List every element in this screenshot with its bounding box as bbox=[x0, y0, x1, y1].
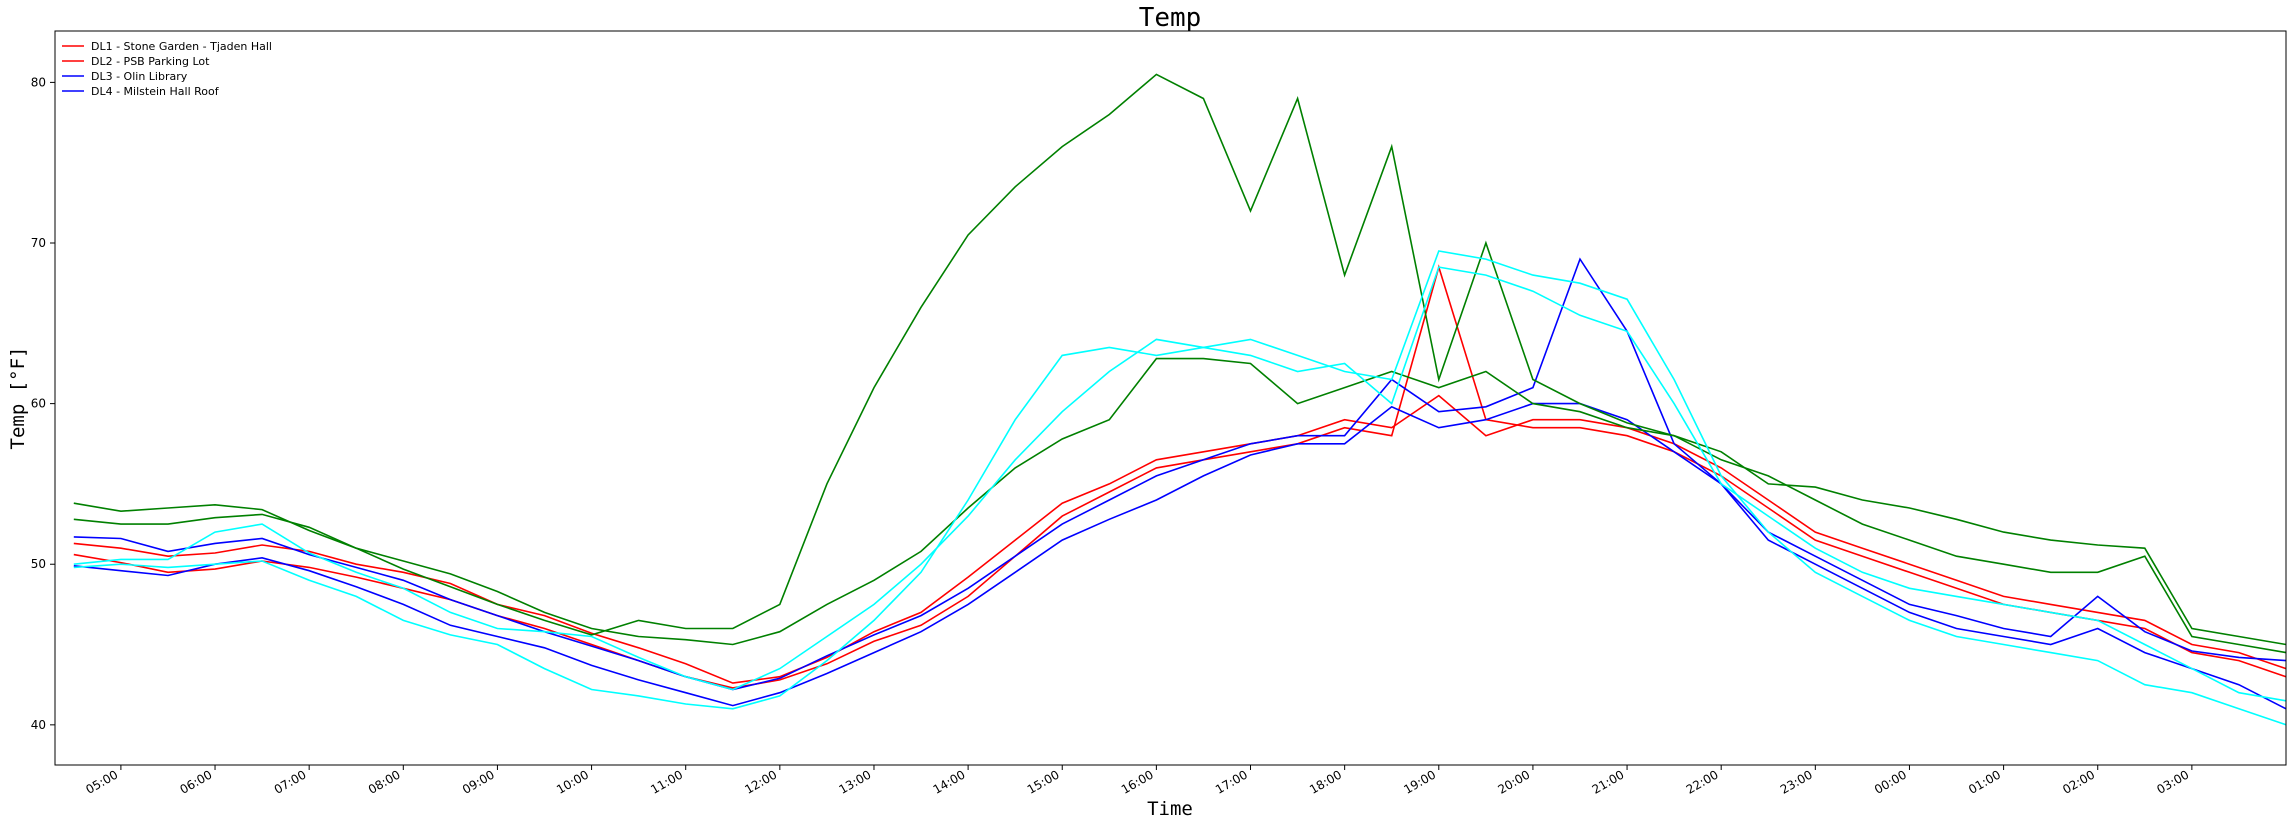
legend-entry: DL1 - Stone Garden - Tjaden Hall bbox=[91, 40, 272, 53]
y-axis-label: Temp [°F] bbox=[7, 347, 29, 450]
y-tick-label: 40 bbox=[31, 718, 46, 732]
legend-entry: DL2 - PSB Parking Lot bbox=[91, 55, 210, 68]
legend: DL1 - Stone Garden - Tjaden Hall DL2 - PS… bbox=[62, 40, 272, 98]
plot-frame bbox=[54, 30, 2287, 766]
x-axis-label: Time bbox=[1147, 798, 1193, 820]
y-axis-ticks: 40 50 60 70 80 bbox=[31, 75, 55, 732]
series-line-1 bbox=[73, 394, 2287, 684]
series-line-6 bbox=[73, 73, 2287, 654]
series-line-5 bbox=[73, 357, 2287, 646]
legend-entry: DL3 - Olin Library bbox=[91, 70, 188, 83]
series-line-4 bbox=[73, 402, 2287, 710]
series-line-2 bbox=[73, 264, 2287, 689]
legend-entry: DL4 - Milstein Hall Roof bbox=[91, 85, 220, 98]
series-line-7 bbox=[73, 266, 2287, 702]
y-tick-label: 50 bbox=[31, 557, 46, 571]
series-line-3 bbox=[73, 257, 2287, 691]
y-tick-label: 80 bbox=[31, 75, 46, 89]
series-line-8 bbox=[73, 250, 2287, 726]
chart-title: Temp bbox=[1139, 3, 1202, 33]
y-tick-label: 70 bbox=[31, 236, 46, 250]
y-tick-label: 60 bbox=[31, 397, 46, 411]
